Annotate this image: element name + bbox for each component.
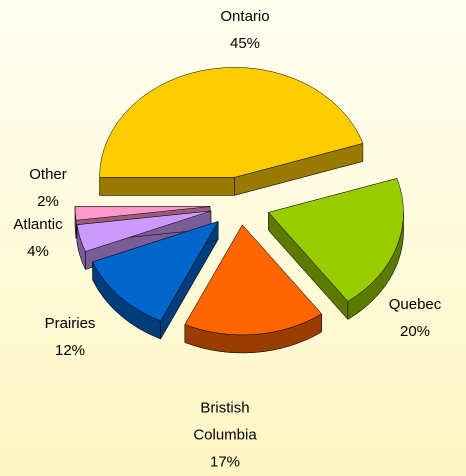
slice-label: Ontario 45% (200, 3, 290, 57)
slice (184, 224, 323, 336)
category-label: Quebec (388, 296, 442, 313)
category-label: Bristish Columbia (193, 399, 257, 444)
slice (92, 220, 219, 322)
slice (268, 178, 404, 302)
slice (74, 206, 211, 221)
value-label: 12% (54, 342, 86, 359)
category-label: Prairies (44, 315, 96, 332)
slice-label: Other 2% (3, 161, 93, 215)
slice-side (99, 177, 235, 196)
value-label: 17% (209, 453, 241, 471)
slice-label: Quebec 20% (370, 291, 460, 345)
slice (99, 67, 364, 178)
category-label: Other (29, 166, 67, 183)
slice (76, 210, 212, 252)
value-label: 45% (229, 35, 261, 52)
value-label: 4% (27, 243, 49, 260)
category-label: Ontario (220, 8, 270, 25)
slice-label: Prairies 12% (25, 310, 115, 364)
category-label: Atlantic (13, 216, 63, 233)
value-label: 2% (37, 193, 59, 210)
slice-label: Atlantic 4% (0, 211, 83, 265)
slice-label: Bristish Columbia 17% (180, 395, 270, 476)
value-label: 20% (399, 323, 431, 340)
